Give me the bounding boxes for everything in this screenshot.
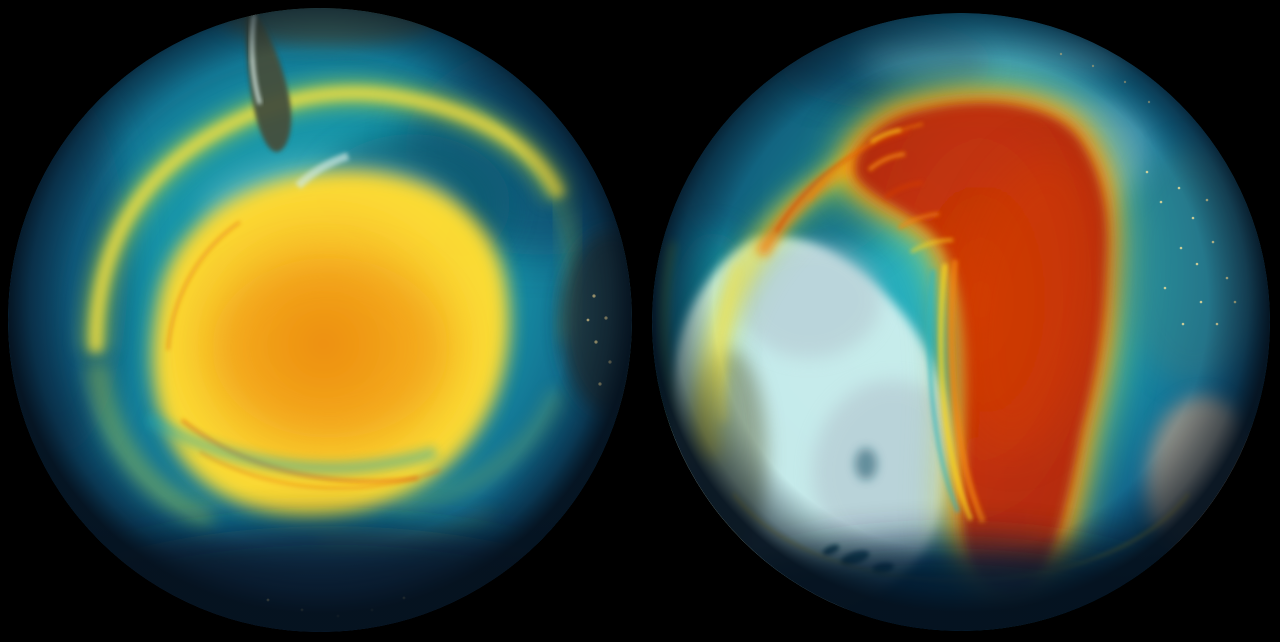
limb-vignette bbox=[652, 13, 1270, 631]
limb-vignette bbox=[8, 8, 632, 632]
left-globe bbox=[8, 8, 632, 632]
right-globe-disc bbox=[652, 13, 1270, 631]
left-globe-disc bbox=[8, 8, 632, 632]
right-globe bbox=[652, 13, 1270, 631]
